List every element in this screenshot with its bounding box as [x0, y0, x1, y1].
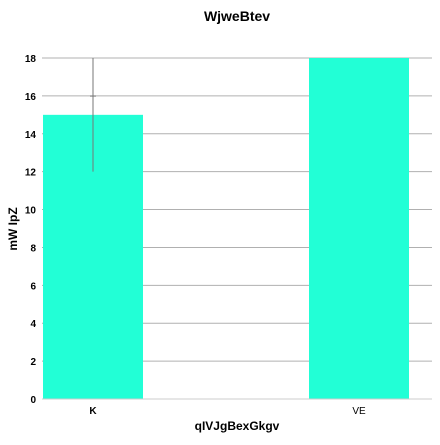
x-tick-labels: K VE — [89, 406, 366, 417]
bars-group — [43, 58, 409, 399]
x-tick-label: VE — [352, 406, 366, 417]
y-tick-label: 4 — [30, 319, 36, 330]
y-axis-label: mW IpZ — [6, 207, 20, 250]
error-bars-group — [90, 58, 96, 172]
y-tick-labels: 0 2 4 6 8 10 12 14 16 18 — [25, 54, 37, 406]
y-tick-label: 6 — [30, 281, 36, 292]
bar-ve — [309, 58, 409, 399]
x-tick-label: K — [89, 406, 97, 417]
y-tick-label: 10 — [25, 206, 37, 217]
chart-title: WjweBtev — [204, 8, 270, 24]
y-tick-label: 14 — [25, 130, 37, 141]
y-tick-label: 2 — [30, 357, 36, 368]
x-axis-label: qIVJgBexGkgv — [195, 419, 280, 433]
y-tick-label: 8 — [30, 243, 36, 254]
y-tick-label: 18 — [25, 54, 37, 65]
y-tick-label: 12 — [25, 168, 37, 179]
y-tick-label: 0 — [30, 395, 36, 406]
y-tick-label: 16 — [25, 92, 37, 103]
